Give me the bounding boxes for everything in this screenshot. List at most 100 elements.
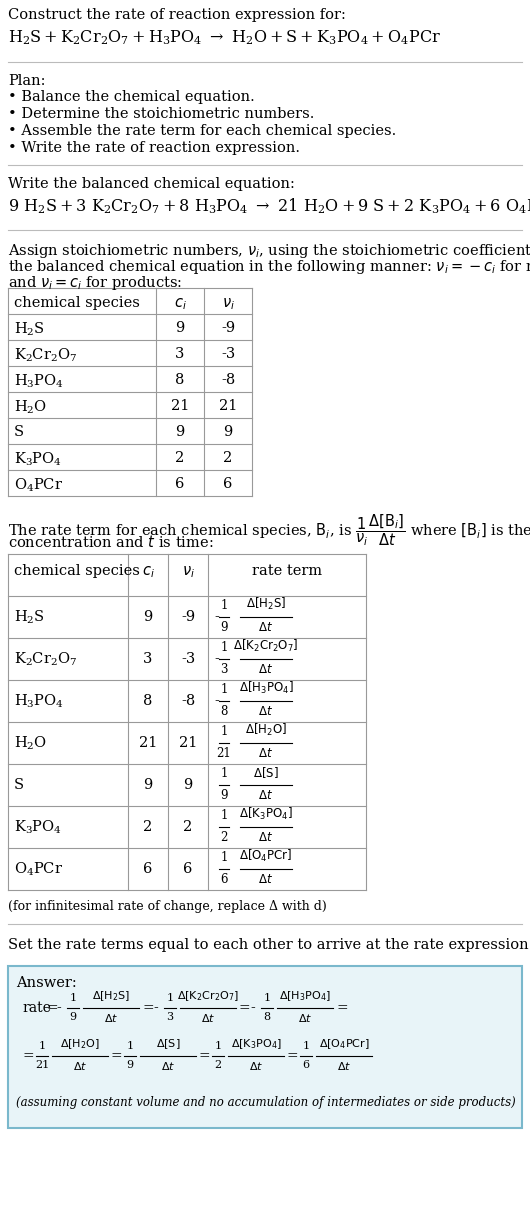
Text: $\mathregular{O_4PCr}$: $\mathregular{O_4PCr}$ [14,860,63,878]
Text: $\mathregular{K_2Cr_2O_7}$: $\mathregular{K_2Cr_2O_7}$ [14,650,77,668]
Text: $\mathregular{K_3PO_4}$: $\mathregular{K_3PO_4}$ [14,451,62,468]
Text: -: - [250,1001,255,1015]
Text: $\mathregular{K_3PO_4}$: $\mathregular{K_3PO_4}$ [14,819,62,836]
Text: 8: 8 [175,373,184,387]
Bar [8,966,522,1128]
Text: -: - [153,1001,158,1015]
Text: 3: 3 [175,347,184,361]
Text: $\mathregular{H_2O}$: $\mathregular{H_2O}$ [14,399,47,416]
Text: $\mathregular{H_2S}$: $\mathregular{H_2S}$ [14,608,45,626]
Text: 1: 1 [166,993,173,1003]
Text: • Balance the chemical equation.: • Balance the chemical equation. [8,90,255,104]
Text: 1: 1 [220,767,228,780]
Text: =: = [142,1001,154,1015]
Text: Assign stoichiometric numbers, $\nu_i$, using the stoichiometric coefficients, $: Assign stoichiometric numbers, $\nu_i$, … [8,242,530,260]
Text: -3: -3 [181,652,195,666]
Text: • Assemble the rate term for each chemical species.: • Assemble the rate term for each chemic… [8,124,396,137]
Text: S: S [14,778,24,792]
Text: Set the rate terms equal to each other to arrive at the rate expression:: Set the rate terms equal to each other t… [8,938,530,952]
Text: 2: 2 [220,831,228,844]
Text: $\Delta[\mathrm{K_2Cr_2O_7}]$: $\Delta[\mathrm{K_2Cr_2O_7}]$ [233,638,299,654]
Text: 21: 21 [219,399,237,412]
Text: =: = [22,1049,33,1062]
Text: -3: -3 [221,347,235,361]
Text: rate term: rate term [252,564,322,578]
Text: 2: 2 [175,451,184,466]
Text: $\mathregular{H_2S}$: $\mathregular{H_2S}$ [14,321,45,339]
Text: • Determine the stoichiometric numbers.: • Determine the stoichiometric numbers. [8,107,314,121]
Text: 6: 6 [223,478,233,491]
Text: (for infinitesimal rate of change, replace Δ with d): (for infinitesimal rate of change, repla… [8,900,327,913]
Text: 9: 9 [175,425,184,439]
Text: S: S [14,425,24,439]
Text: concentration and $t$ is time:: concentration and $t$ is time: [8,534,214,550]
Text: 1: 1 [127,1041,134,1050]
Text: 3: 3 [220,663,228,677]
Text: chemical species: chemical species [14,295,140,310]
Text: 21: 21 [217,747,232,760]
Text: $\Delta t$: $\Delta t$ [161,1060,175,1072]
Text: $\Delta t$: $\Delta t$ [259,706,273,718]
Text: $\Delta[\mathrm{H_3PO_4}]$: $\Delta[\mathrm{H_3PO_4}]$ [238,680,294,696]
Text: $\Delta t$: $\Delta t$ [298,1012,312,1024]
Text: 9: 9 [144,610,153,624]
Text: $\Delta t$: $\Delta t$ [259,789,273,802]
Text: 1: 1 [263,993,270,1003]
Text: 9: 9 [183,778,192,792]
Text: • Write the rate of reaction expression.: • Write the rate of reaction expression. [8,141,300,156]
Text: $\Delta[\mathrm{K_3PO_4}]$: $\Delta[\mathrm{K_3PO_4}]$ [239,806,293,822]
Text: and $\nu_i = c_i$ for products:: and $\nu_i = c_i$ for products: [8,274,182,292]
Text: -: - [56,1001,61,1015]
Text: Write the balanced chemical equation:: Write the balanced chemical equation: [8,177,295,191]
Text: (assuming constant volume and no accumulation of intermediates or side products): (assuming constant volume and no accumul… [16,1096,516,1110]
Text: =: = [287,1049,298,1062]
Text: $\Delta[\mathrm{H_2S}]$: $\Delta[\mathrm{H_2S}]$ [92,989,130,1003]
Text: 3: 3 [166,1012,173,1021]
Text: -8: -8 [221,373,235,387]
Text: 6: 6 [220,873,228,886]
Text: 21: 21 [139,736,157,750]
Text: $\Delta t$: $\Delta t$ [259,621,273,634]
Text: =: = [46,1001,58,1015]
Text: 9: 9 [127,1060,134,1070]
Text: 9: 9 [220,621,228,634]
Text: 2: 2 [183,820,192,835]
Text: 9: 9 [175,321,184,335]
Text: $\Delta t$: $\Delta t$ [259,873,273,886]
Text: $\mathregular{K_2Cr_2O_7}$: $\mathregular{K_2Cr_2O_7}$ [14,347,77,364]
Text: =: = [336,1001,348,1015]
Text: 9: 9 [144,778,153,792]
Text: -9: -9 [221,321,235,335]
Text: 1: 1 [215,1041,222,1050]
Text: 1: 1 [39,1041,46,1050]
Text: -8: -8 [181,693,195,708]
Text: 9: 9 [220,789,228,802]
Text: =: = [199,1049,210,1062]
Text: $\Delta[\mathrm{S}]$: $\Delta[\mathrm{S}]$ [156,1037,180,1050]
Text: $c_i$: $c_i$ [174,295,187,311]
Text: $\Delta[\mathrm{H_2S}]$: $\Delta[\mathrm{H_2S}]$ [246,596,286,611]
Text: 9: 9 [69,1012,76,1021]
Text: $\Delta t$: $\Delta t$ [259,831,273,844]
Text: 1: 1 [69,993,76,1003]
Text: 3: 3 [143,652,153,666]
Text: =: = [111,1049,122,1062]
Text: $\Delta t$: $\Delta t$ [249,1060,263,1072]
Text: 1: 1 [220,851,228,863]
Text: $\Delta[\mathrm{S}]$: $\Delta[\mathrm{S}]$ [253,765,279,780]
Text: $c_i$: $c_i$ [142,564,154,580]
Text: $\nu_i$: $\nu_i$ [181,564,195,580]
Text: $\Delta t$: $\Delta t$ [259,747,273,760]
Text: $\Delta t$: $\Delta t$ [259,663,273,677]
Text: $\Delta[\mathrm{H_3PO_4}]$: $\Delta[\mathrm{H_3PO_4}]$ [279,989,331,1003]
Text: Construct the rate of reaction expression for:: Construct the rate of reaction expressio… [8,8,346,22]
Text: 8: 8 [220,706,228,718]
Text: -: - [214,610,219,624]
Text: 21: 21 [171,399,189,412]
Text: 6: 6 [183,862,193,876]
Text: $\Delta[\mathrm{H_2O}]$: $\Delta[\mathrm{H_2O}]$ [60,1037,100,1050]
Text: 6: 6 [175,478,184,491]
Text: 21: 21 [35,1060,49,1070]
Text: Answer:: Answer: [16,976,77,990]
Text: $\Delta t$: $\Delta t$ [104,1012,118,1024]
